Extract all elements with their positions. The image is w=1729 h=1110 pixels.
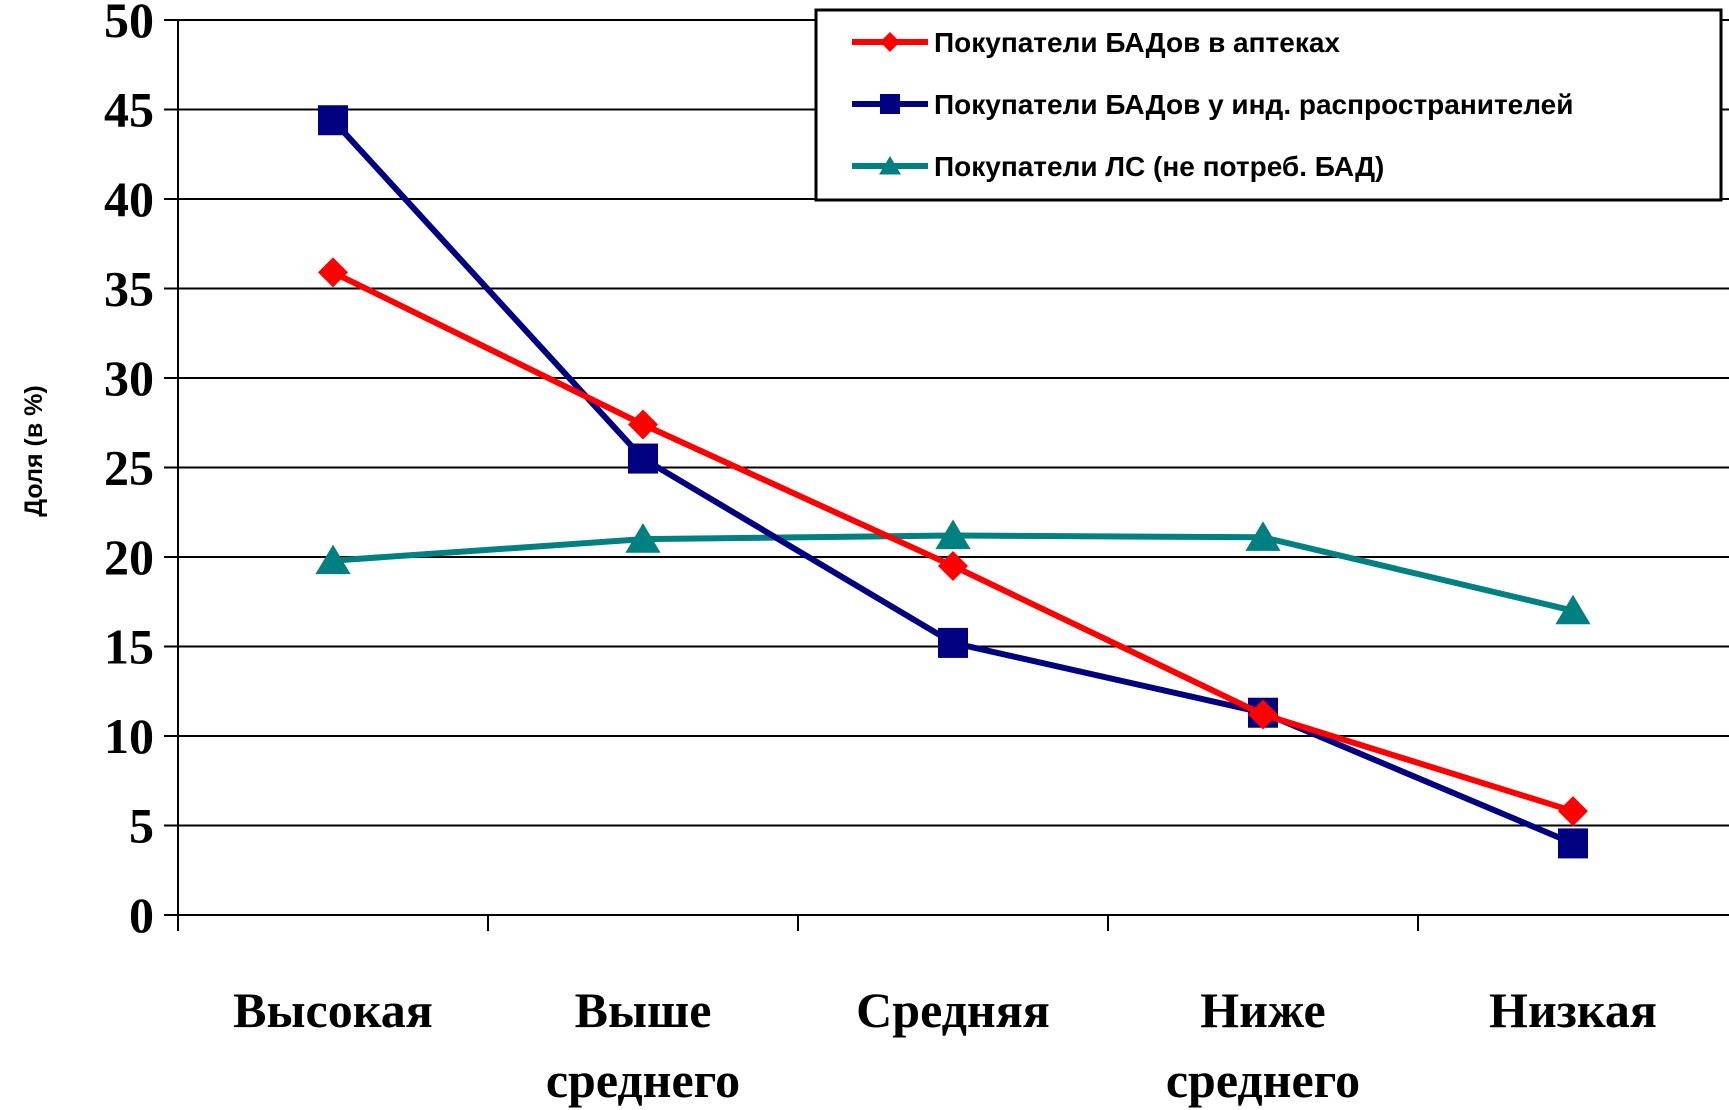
legend-label: Покупатели ЛС (не потреб. БАД) (934, 151, 1384, 182)
legend: Покупатели БАДов в аптеках Покупатели БАД… (814, 8, 1723, 202)
y-tick-label: 0 (129, 887, 154, 943)
data-point (318, 257, 348, 288)
y-tick-label: 30 (104, 350, 154, 406)
y-tick-label: 15 (104, 619, 154, 675)
x-tick-label: Ниже среднего (1166, 982, 1360, 1108)
series-group (315, 519, 1591, 625)
data-point (938, 627, 968, 658)
x-tick-labels: Высокая Выше среднего Средняя Ниже среднего Ни… (233, 982, 1657, 1108)
data-point (1558, 828, 1588, 859)
y-tick-labels: 0 5 10 15 20 25 30 35 40 45 50 (104, 0, 154, 943)
series-group (318, 257, 1588, 827)
x-tick-label: Низкая (1489, 982, 1657, 1038)
y-tick-label: 35 (104, 261, 154, 317)
series (315, 105, 1591, 859)
y-tick-label: 20 (104, 529, 154, 585)
y-tick-label: 10 (104, 708, 154, 764)
legend-box (814, 8, 1723, 202)
series-group (318, 105, 1588, 859)
y-tick-label: 5 (129, 798, 154, 854)
data-point (935, 519, 971, 550)
y-tick-label: 45 (104, 82, 154, 138)
legend-swatch-marker (880, 94, 900, 114)
data-point (1558, 796, 1588, 827)
series-line (330, 118, 1575, 847)
legend-swatch-marker (879, 156, 901, 175)
data-point (1245, 521, 1281, 551)
axes (164, 19, 1729, 931)
x-tick-label: Средняя (856, 982, 1050, 1038)
y-tick-label: 40 (104, 171, 154, 227)
data-point (318, 105, 348, 136)
y-tick-label: 25 (104, 440, 154, 496)
y-tick-label: 50 (104, 0, 154, 48)
x-tick-label: Высокая (233, 982, 433, 1038)
legend-label: Покупатели БАДов в аптеках (934, 27, 1340, 58)
legend-label: Покупатели БАДов у инд. распространителе… (934, 89, 1573, 120)
data-point (628, 443, 658, 474)
x-tick-label: Выше среднего (546, 982, 740, 1108)
data-point (625, 523, 661, 553)
y-axis-label: Доля (в %) (20, 385, 48, 516)
data-point (938, 550, 968, 581)
data-point (1555, 594, 1591, 625)
data-point (628, 409, 658, 440)
legend-swatch-marker (880, 32, 900, 52)
data-point (1248, 699, 1278, 730)
data-point (315, 544, 351, 575)
